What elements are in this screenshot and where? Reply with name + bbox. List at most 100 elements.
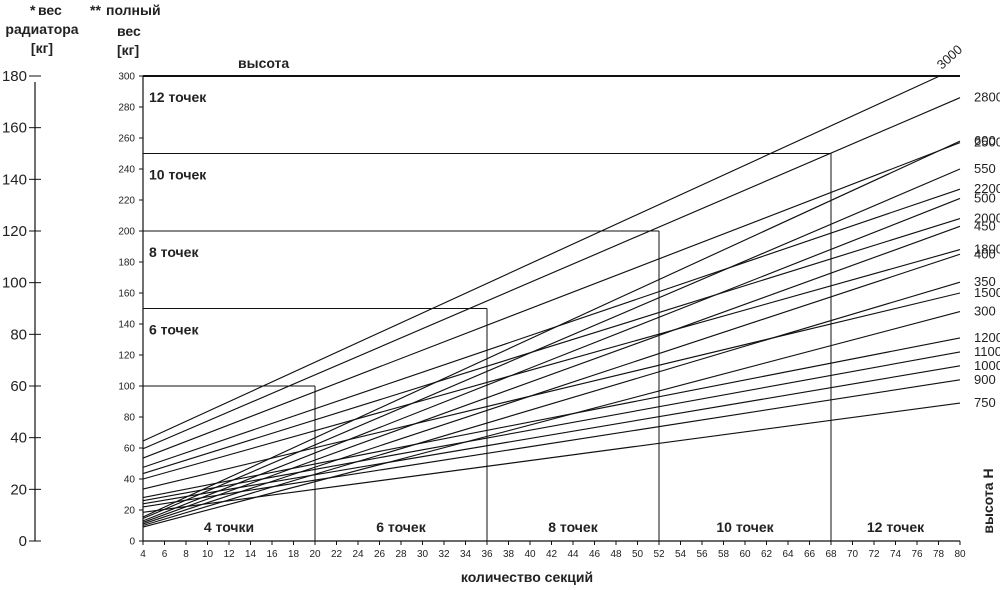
left-tick-label: 160	[2, 120, 27, 137]
x-tick-label: 56	[696, 549, 708, 560]
zone-side-label: 10 точек	[149, 167, 207, 183]
height-curve-1800	[142, 249, 961, 480]
x-tick-label: 44	[567, 549, 579, 560]
y-tick-label: 0	[129, 537, 135, 548]
zone-bottom-label: 8 точек	[548, 519, 598, 535]
height-label-300: 300	[974, 304, 996, 319]
right-axis-title: высота H	[980, 468, 996, 533]
x-tick-label: 14	[245, 549, 257, 560]
y-axis-ticks: 0 20 40 60 80 100 120 140 160 180 200 220 240 260 280 3…	[118, 72, 143, 548]
left-tick-label: 20	[10, 481, 27, 498]
height-curve-300	[142, 311, 961, 528]
height-curve-1100	[142, 351, 961, 502]
x-tick-label: 22	[331, 549, 343, 560]
x-tick-label: 32	[438, 549, 450, 560]
height-label-600: 600	[974, 133, 996, 148]
x-tick-label: 48	[610, 549, 622, 560]
total-axis-header-line1: полный	[106, 2, 161, 18]
height-curves	[142, 75, 961, 528]
y-tick-label: 260	[118, 134, 135, 145]
y-tick-label: 180	[118, 258, 135, 269]
height-curve-400	[142, 253, 961, 525]
x-tick-label: 72	[868, 549, 880, 560]
top-height-label: высота	[238, 55, 289, 71]
y-tick-label: 220	[118, 196, 135, 207]
y-tick-label: 160	[118, 289, 135, 300]
height-label-1100: 1100	[974, 344, 1000, 359]
x-tick-label: 40	[524, 549, 536, 560]
height-curve-2200	[142, 188, 961, 468]
y-tick-label: 280	[118, 103, 135, 114]
left-tick-label: 120	[2, 223, 27, 240]
left-tick-label: 140	[2, 171, 27, 188]
zone-bottom-label: 12 точек	[867, 519, 925, 535]
zone-side-label: 6 точек	[149, 322, 199, 338]
fixing-zones: 4 точки 6 точек 6 точек 8 точек 8 точек 10 то…	[143, 89, 925, 541]
x-axis-title: количество секций	[461, 569, 593, 585]
x-tick-label: 50	[632, 549, 644, 560]
y-tick-label: 80	[124, 413, 136, 424]
height-curve-750	[142, 402, 961, 513]
height-label-750: 750	[974, 395, 996, 410]
x-tick-label: 76	[911, 549, 923, 560]
x-tick-label: 52	[653, 549, 665, 560]
x-tick-label: 58	[718, 549, 730, 560]
x-tick-label: 46	[589, 549, 601, 560]
x-tick-label: 60	[739, 549, 751, 560]
x-tick-label: 6	[162, 549, 168, 560]
x-tick-label: 66	[804, 549, 816, 560]
x-tick-label: 54	[675, 549, 687, 560]
zone-side-label: 8 точек	[149, 244, 199, 260]
total-axis-header-line2: вес	[117, 23, 141, 39]
height-curve-3000	[142, 75, 940, 442]
x-tick-label: 30	[417, 549, 429, 560]
height-label-450: 450	[974, 218, 996, 233]
x-tick-label: 68	[825, 549, 837, 560]
height-label-2000: 2000	[974, 211, 1000, 226]
x-tick-label: 8	[183, 549, 189, 560]
x-axis-ticks: 4 6 8 10 12 14 16 18 20 22 24 26 28 30 32 34 36 38 40 42 44 4…	[140, 541, 966, 560]
height-label-350: 350	[974, 274, 996, 289]
height-label-2200: 2200	[974, 181, 1000, 196]
height-label-1800: 1800	[974, 242, 1000, 257]
height-label-1500: 1500	[974, 285, 1000, 300]
left-axis-ticks: 0 20 40 60 80 100 120 140 160 180	[2, 68, 41, 550]
x-tick-label: 74	[890, 549, 902, 560]
left-tick-label: 100	[2, 275, 27, 292]
left-tick-label: 80	[10, 326, 27, 343]
y-tick-label: 120	[118, 351, 135, 362]
height-curve-1200	[142, 337, 961, 499]
total-axis-header-unit: [кг]	[117, 42, 139, 58]
height-curve-2000	[142, 218, 961, 475]
height-curve-2800	[142, 97, 961, 450]
y-tick-label: 140	[118, 320, 135, 331]
x-tick-label: 4	[140, 549, 146, 560]
height-label-900: 900	[974, 372, 996, 387]
total-axis-header-star: **	[90, 2, 101, 18]
x-tick-label: 38	[503, 549, 515, 560]
left-axis-header-star: *	[30, 2, 36, 18]
height-curve-1500	[142, 292, 961, 490]
x-tick-label: 36	[481, 549, 493, 560]
y-tick-label: 300	[118, 72, 135, 83]
y-tick-label: 240	[118, 165, 135, 176]
x-tick-label: 64	[782, 549, 794, 560]
y-tick-label: 60	[124, 444, 136, 455]
left-tick-label: 0	[19, 533, 27, 550]
height-label-3000: 3000	[934, 42, 966, 72]
zone-bottom-label: 6 точек	[376, 519, 426, 535]
x-tick-label: 20	[309, 549, 321, 560]
left-tick-label: 60	[10, 378, 27, 395]
y-tick-label: 20	[124, 506, 136, 517]
x-tick-label: 16	[266, 549, 278, 560]
x-tick-label: 12	[223, 549, 235, 560]
left-axis-header-line1: вес	[38, 2, 62, 18]
height-label-1000: 1000	[974, 358, 1000, 373]
height-label-1200: 1200	[974, 330, 1000, 345]
zone-bottom-label: 4 точки	[204, 519, 254, 535]
height-label-2800: 2800	[974, 90, 1000, 105]
y-tick-label: 100	[118, 382, 135, 393]
left-tick-label: 180	[2, 68, 27, 85]
x-tick-label: 18	[288, 549, 300, 560]
